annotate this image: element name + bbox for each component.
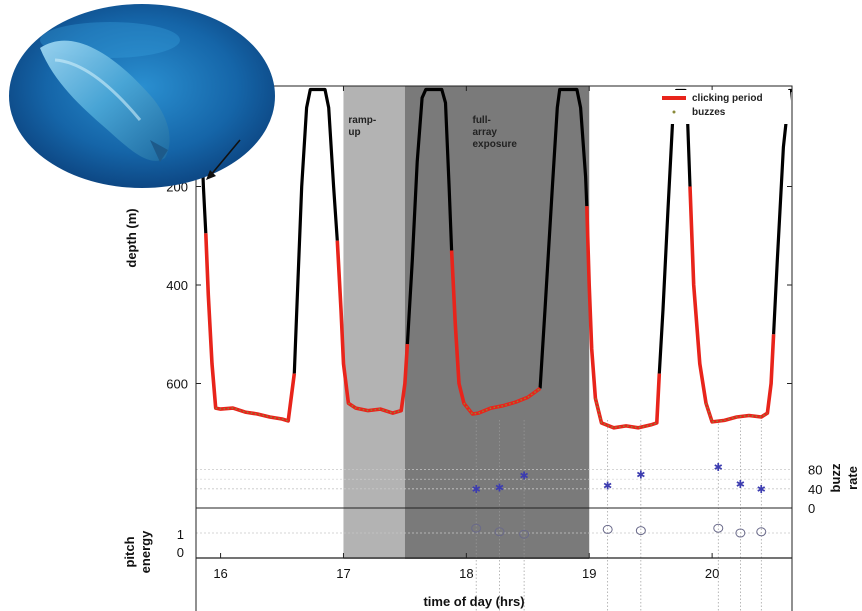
clicking-period-track bbox=[449, 250, 542, 416]
annotation-text: up bbox=[348, 127, 360, 138]
depth-tick-label: 400 bbox=[166, 278, 188, 293]
legend-label: clicking period bbox=[692, 93, 763, 104]
depth-tick-label: 600 bbox=[166, 377, 188, 392]
buzzes-track bbox=[705, 402, 768, 423]
buzzes-track bbox=[594, 398, 658, 429]
buzz-tick-label: 0 bbox=[808, 501, 815, 516]
clicking-period-track bbox=[688, 186, 776, 424]
buzz-rate-point: ✱ bbox=[472, 484, 481, 496]
pitch-axis-label: pitch bbox=[122, 536, 137, 567]
buzz-rate-point: ✱ bbox=[519, 470, 528, 482]
shaded-period-full-array-exposure bbox=[404, 86, 590, 559]
pitch-energy-point bbox=[471, 523, 482, 533]
x-tick-label: 18 bbox=[459, 566, 473, 581]
buzz-rate-point: ✱ bbox=[636, 469, 645, 481]
pitch-energy-point bbox=[635, 526, 646, 536]
pitch-axis-label: energy bbox=[138, 530, 153, 573]
buzz-tick-label: 40 bbox=[808, 482, 822, 497]
x-tick-label: 16 bbox=[213, 566, 227, 581]
buzz-rate-point: ✱ bbox=[757, 484, 766, 496]
annotation-text: exposure bbox=[472, 139, 517, 150]
buzz-rate-point: ✱ bbox=[603, 480, 612, 492]
pitch-tick-label: 0 bbox=[177, 545, 184, 560]
legend-label: buzzes bbox=[692, 107, 726, 118]
plot-frame bbox=[195, 85, 793, 611]
pitch-tick-label: 1 bbox=[177, 527, 184, 542]
legend-box bbox=[656, 90, 790, 124]
x-tick-label: 20 bbox=[705, 566, 719, 581]
buzz-axis-label: buzz bbox=[828, 463, 843, 492]
x-axis-label: time of day (hrs) bbox=[423, 594, 524, 609]
buzz-and-pitch-markers: ✱ ✱ ✱ ✱ ✱ ✱ ✱ ✱ bbox=[471, 462, 767, 539]
pitch-energy-point bbox=[494, 527, 505, 537]
buzz-tick-label: 80 bbox=[808, 463, 822, 478]
pitch-energy-point bbox=[519, 529, 530, 539]
pitch-energy-point bbox=[735, 528, 746, 538]
surface-track bbox=[657, 88, 692, 374]
whale-photo-inset bbox=[9, 4, 275, 188]
pitch-energy-point bbox=[602, 524, 613, 534]
buzz-axis-label: rate bbox=[845, 466, 860, 490]
pitch-energy-point bbox=[713, 523, 724, 533]
shaded-period-ramp-up bbox=[343, 86, 405, 559]
surface-track bbox=[538, 87, 589, 389]
x-tick-label: 17 bbox=[336, 566, 350, 581]
depth-axis-label: depth (m) bbox=[124, 208, 139, 267]
buzzes-track bbox=[348, 402, 402, 414]
clicking-period-track bbox=[204, 233, 297, 423]
legend: clicking period buzzes bbox=[656, 90, 790, 124]
buzz-rate-point: ✱ bbox=[495, 482, 504, 494]
annotation-text: ramp- bbox=[348, 115, 376, 126]
annotation-text: full- bbox=[472, 115, 490, 126]
annotation-text: array bbox=[472, 127, 497, 138]
surface-track bbox=[772, 88, 792, 335]
pitch-energy-point bbox=[756, 527, 767, 537]
clicking-period-track bbox=[585, 206, 662, 430]
x-tick-label: 19 bbox=[582, 566, 596, 581]
grid-lines bbox=[196, 420, 792, 611]
buzz-rate-point: ✱ bbox=[736, 479, 745, 491]
surface-track bbox=[405, 87, 454, 345]
legend-swatch-buzzes bbox=[672, 110, 676, 114]
buzz-rate-point: ✱ bbox=[714, 462, 723, 474]
axes-frame bbox=[195, 85, 793, 611]
surface-track bbox=[292, 87, 339, 374]
buzzes-track bbox=[215, 407, 289, 422]
